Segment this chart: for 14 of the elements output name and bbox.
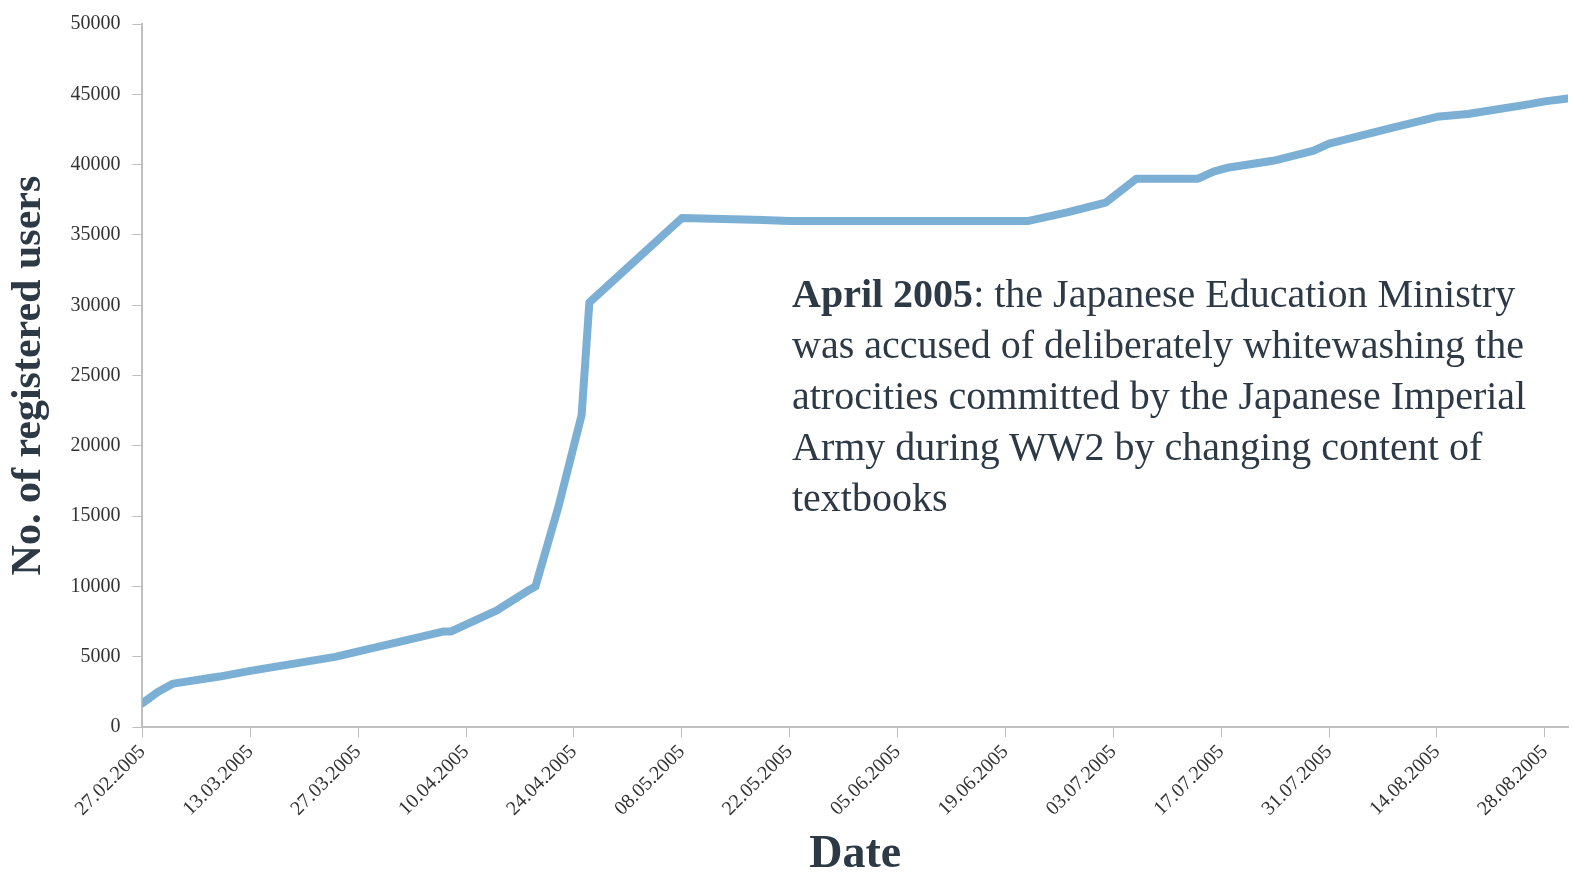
y-tick-label: 40000 (70, 151, 121, 174)
x-axis-title: Date (809, 826, 902, 878)
y-tick-label: 50000 (70, 11, 121, 34)
y-tick-label: 15000 (70, 503, 121, 526)
y-tick-label: 45000 (70, 81, 121, 104)
y-tick-label: 30000 (70, 292, 121, 315)
y-tick-label: 10000 (70, 573, 121, 596)
annotation: April 2005: the Japanese Education Ministry was accused of deliberately whitewashing the atrocities committed by the Japanese Imperial Army during WW2 by changing content of textbooks (792, 271, 1527, 520)
y-tick-label: 0 (110, 714, 121, 737)
y-tick-label: 20000 (70, 433, 121, 456)
y-tick-label: 35000 (70, 222, 121, 245)
y-tick-label: 25000 (70, 362, 121, 385)
y-axis-title: No. of registered users (3, 175, 50, 576)
y-tick-label: 5000 (80, 644, 121, 667)
